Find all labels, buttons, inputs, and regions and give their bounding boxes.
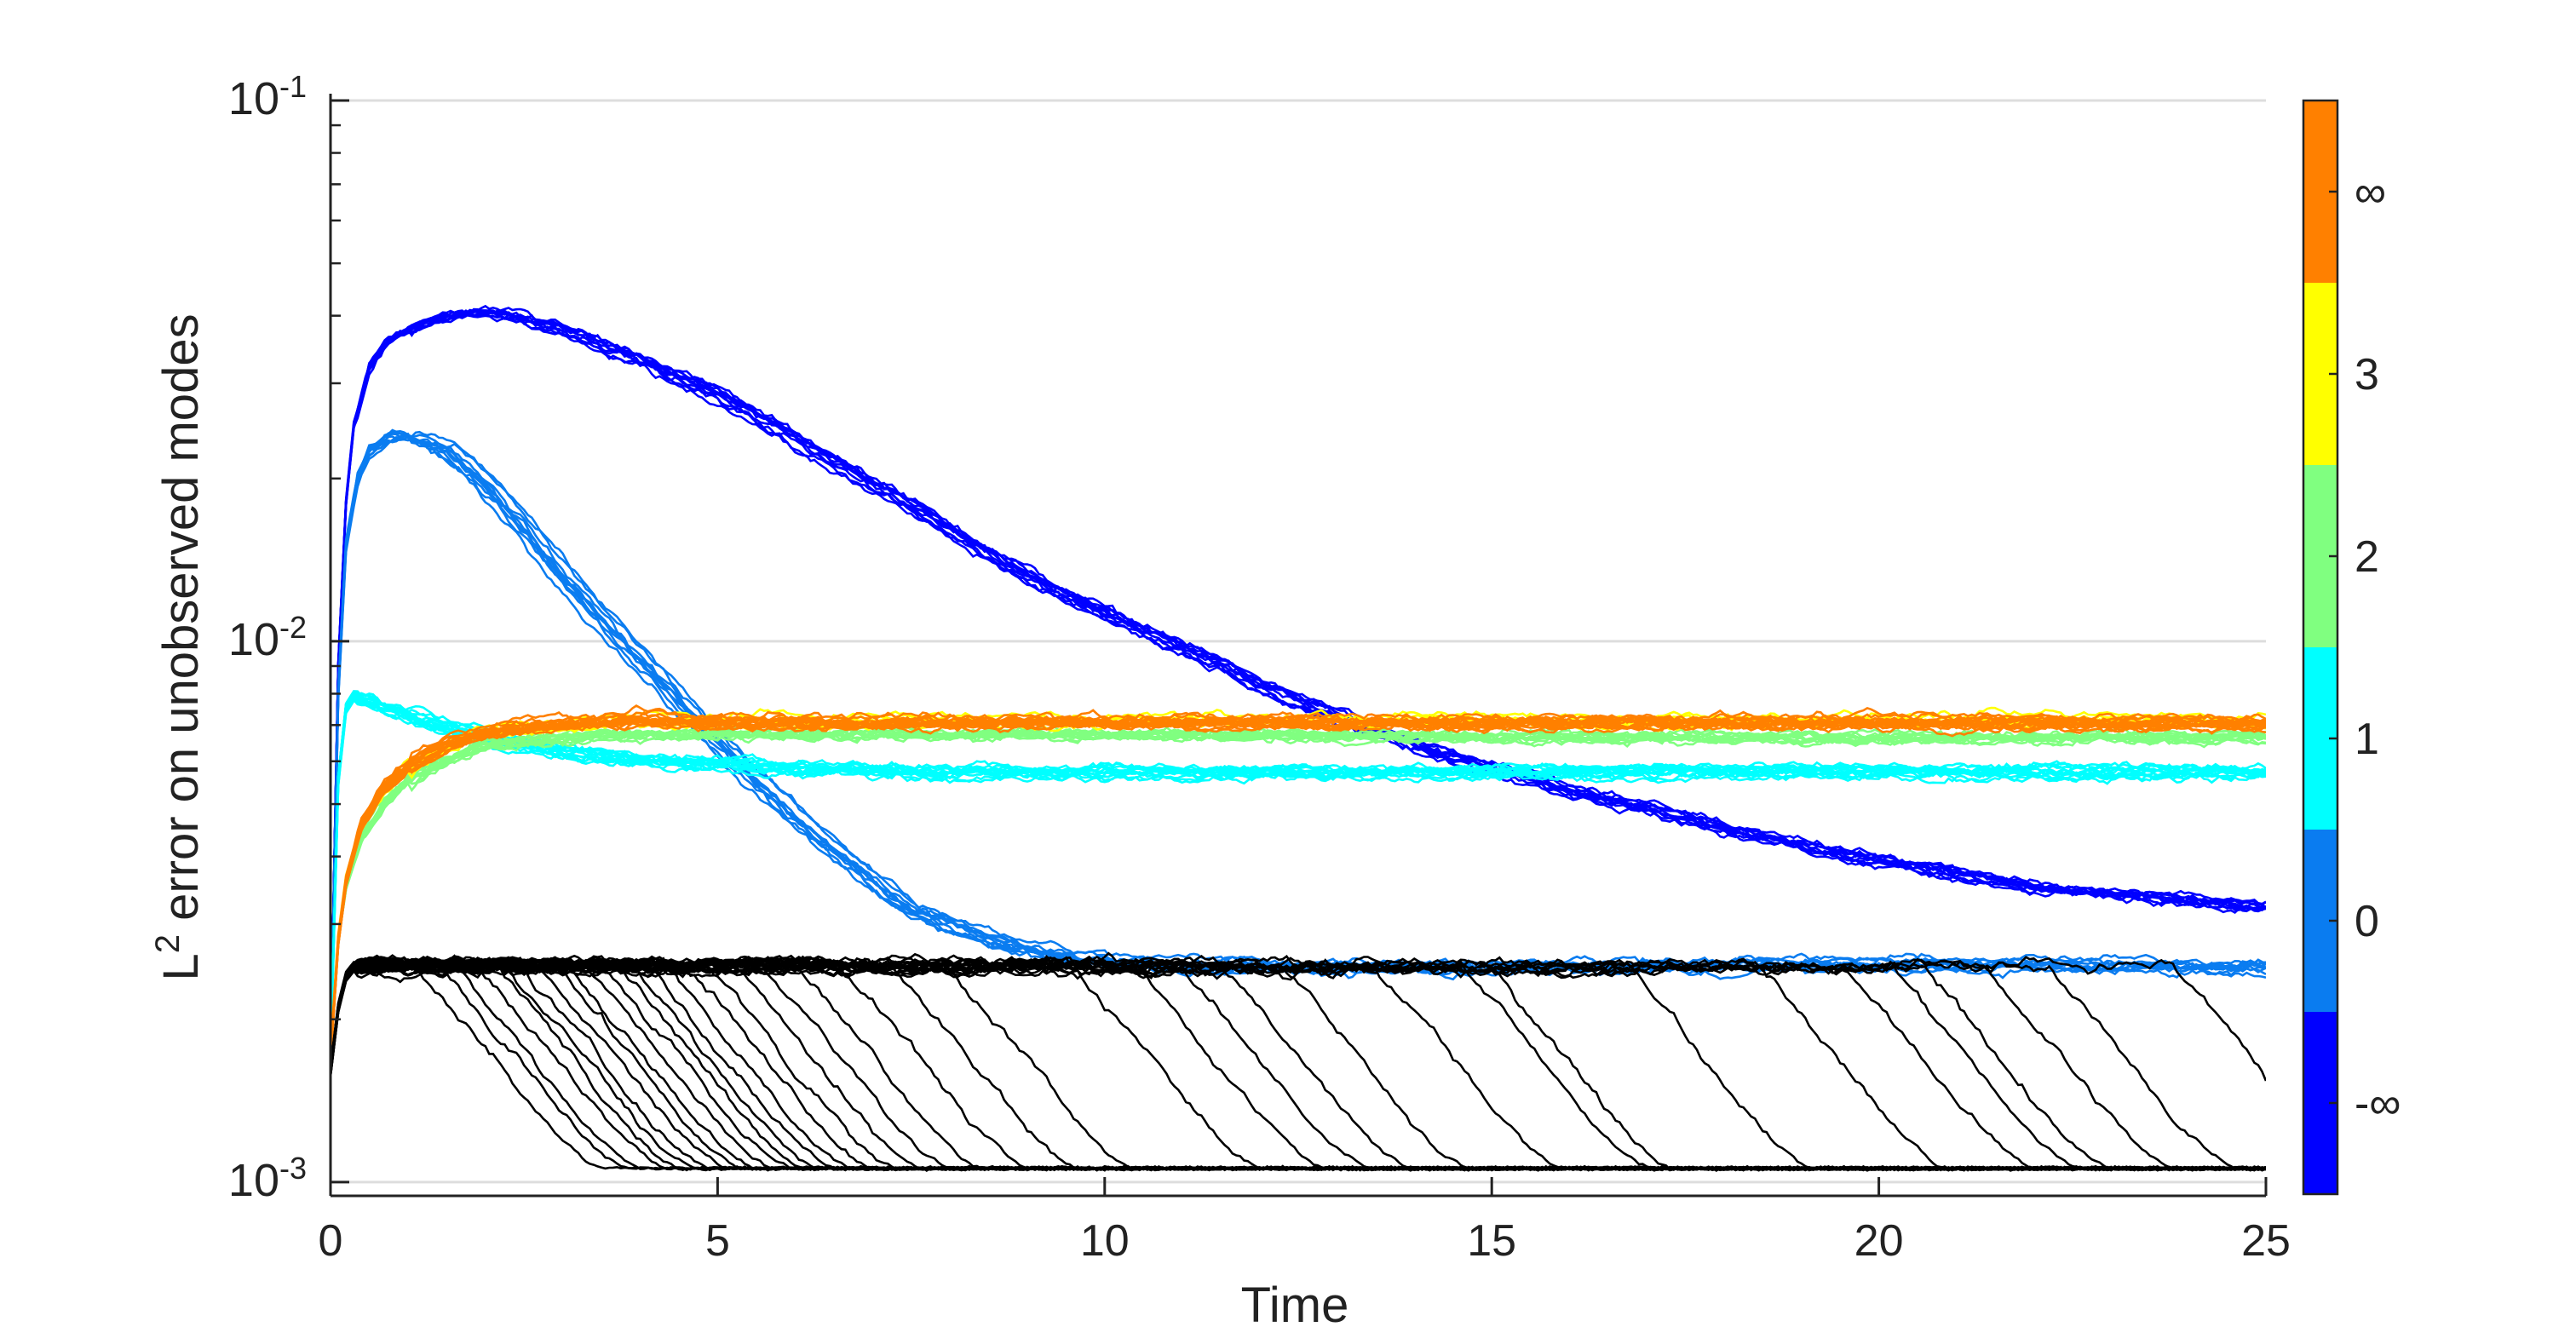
series-5-line-15 <box>331 718 2266 1062</box>
series-0-line-9 <box>331 308 2266 1059</box>
x-tick-label-3: 15 <box>1467 1216 1516 1266</box>
series-2-line-13 <box>331 691 2266 1054</box>
colorbar: -∞ 0 1 2 3 ∞ <box>2302 99 2401 1196</box>
series-5 <box>331 704 2266 1063</box>
colorbar-label-1: 0 <box>2355 897 2379 946</box>
series-5-line-13 <box>331 715 2266 1060</box>
x-tick-label-1: 5 <box>705 1216 730 1266</box>
series-2-line-12 <box>331 692 2266 1057</box>
colorbar-label-5: ∞ <box>2355 168 2386 217</box>
plot-area <box>331 304 2266 1172</box>
y-axis-label: L2 error on unobserved modes <box>149 313 209 980</box>
series-2 <box>331 690 2266 1062</box>
y-tick-label-exp-1: -2 <box>279 609 307 644</box>
grid <box>331 99 2266 1184</box>
x-tick-label-2: 10 <box>1080 1216 1130 1266</box>
y-tick-label-exp-0: -1 <box>279 69 307 104</box>
black-line-37 <box>331 957 2266 1171</box>
x-tick-label-4: 20 <box>1854 1216 1904 1266</box>
colorbar-label-0: -∞ <box>2355 1079 2401 1129</box>
colorbar-frame <box>2302 99 2339 1196</box>
series-black <box>331 951 2266 1172</box>
y-tick-label-base-2: 10 <box>228 1155 279 1206</box>
series-2-line-8 <box>331 699 2266 1062</box>
series-3-line-8 <box>331 729 2266 1059</box>
y-tick-label-base-0: 10 <box>228 73 279 124</box>
x-tick-label-5: 25 <box>2241 1216 2291 1266</box>
series-0-line-7 <box>331 307 2266 1054</box>
y-axis-label-base: L <box>153 953 209 980</box>
series-0 <box>331 304 2266 1060</box>
colorbar-label-4: 3 <box>2355 350 2379 399</box>
y-axis-label-text: error on unobserved modes <box>153 313 209 934</box>
y-tick-label-base-1: 10 <box>228 614 279 665</box>
y-tick-label-exp-2: -3 <box>279 1150 307 1185</box>
y-tick-label-1: 10-2 <box>228 609 307 665</box>
y-tick-label-2: 10-3 <box>228 1150 307 1206</box>
x-axis-label: Time <box>1241 1278 1349 1327</box>
colorbar-label-2: 1 <box>2355 715 2379 764</box>
x-tick-label-0: 0 <box>319 1216 343 1266</box>
y-axis-label-superscript: 2 <box>149 934 187 953</box>
y-tick-label-0: 10-1 <box>228 69 307 125</box>
black-line-39 <box>331 954 2266 1082</box>
colorbar-label-3: 2 <box>2355 532 2379 582</box>
